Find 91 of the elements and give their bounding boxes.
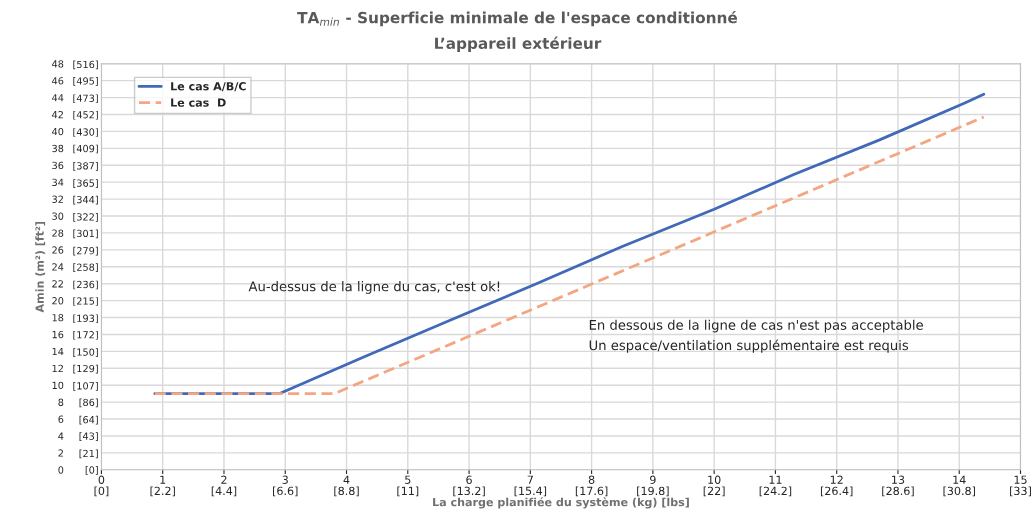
x-tick-label: 13 [892,475,905,484]
y-tick-label: 8 [58,398,64,406]
y-tick-label: 6 [58,415,64,423]
y2-tick-label: [495] [73,77,98,86]
y-tick-label: 16 [52,330,64,339]
x2-tick-label: [8.8] [334,486,359,497]
y-tick-label: 40 [52,127,64,136]
y-axis-title: Amin (m²) [ft²] [35,222,46,313]
y2-tick-label: [129] [73,364,98,374]
x-tick-label: 10 [708,475,721,484]
x2-tick-label: [26.4] [820,486,853,497]
y2-tick-label: [236] [73,280,98,290]
y2-tick-label: [387] [73,161,98,171]
y2-tick-label: [473] [73,94,98,104]
y-tick-label: 32 [52,195,63,203]
x2-tick-label: [30.8] [943,486,975,497]
y2-tick-label: [301] [73,229,98,239]
y-tick-label: 4 [58,432,64,440]
x2-tick-label: [17.6] [575,486,608,497]
x2-tick-label: [0] [94,486,109,497]
y2-tick-label: [322] [73,213,98,222]
y2-tick-label: [279] [73,246,98,256]
x-tick-label: 8 [588,475,595,484]
x2-tick-label: [33] [1010,486,1031,497]
x2-tick-label: [24.2] [759,486,792,497]
y2-tick-label: [21] [79,449,98,459]
chart-title: TA$_{min}$ - Superficie minimale de l'espace conditionné [297,10,738,27]
y2-tick-label: [64] [79,415,98,425]
y-tick-label: 20 [52,297,64,305]
y-tick-label: 24 [52,263,64,271]
legend-label: Le cas D [171,98,226,107]
x-tick-label: 7 [527,475,533,484]
y-tick-label: 36 [52,161,64,170]
x-tick-label: 14 [953,475,966,484]
x-tick-label: 2 [221,475,227,484]
x2-tick-label: [6.6] [273,486,298,497]
x-tick-label: 4 [343,475,350,484]
x-tick-label: 9 [650,475,656,484]
y-tick-label: 12 [52,364,63,372]
chart-subtitle: L’appareil extérieur [435,36,602,53]
y-tick-label: 38 [52,144,64,153]
x2-tick-label: [28.6] [882,486,914,497]
y-tick-label: 14 [52,347,64,356]
y-tick-label: 22 [52,280,63,288]
y2-tick-label: [409] [73,144,98,154]
y-tick-label: 26 [52,246,64,254]
x-tick-label: 15 [1014,475,1027,484]
x-tick-label: 11 [769,475,782,484]
y2-tick-label: [193] [73,314,98,324]
y-tick-label: 0 [58,466,64,474]
y2-tick-label: [365] [73,179,98,188]
y2-tick-label: [516] [73,60,98,70]
y2-tick-label: [452] [73,110,98,120]
y-tick-label: 46 [52,77,64,85]
y-tick-label: 2 [58,449,63,457]
x-tick-label: 0 [98,475,105,484]
y-tick-label: 30 [52,212,64,220]
x2-tick-label: [13.2] [453,486,485,497]
x2-tick-label: [15.4] [514,486,547,497]
y2-tick-label: [215] [73,297,98,306]
y2-tick-label: [344] [73,195,98,205]
annotation: Un espace/ventilation supplémentaire est requis [589,339,909,353]
y-tick-label: 48 [52,60,64,68]
x-tick-label: 3 [282,475,288,484]
x2-tick-label: [4.4] [211,486,237,497]
x2-tick-label: [11] [397,486,419,497]
y-tick-label: 28 [52,229,64,237]
y-tick-label: 18 [52,314,64,322]
y2-tick-label: [0] [85,466,98,475]
y2-tick-label: [172] [73,330,98,340]
x-tick-label: 1 [160,475,166,484]
y2-tick-label: [258] [73,263,98,273]
annotation: Au-dessus de la ligne du cas, c'est ok! [248,281,500,294]
y-tick-label: 44 [52,94,64,102]
legend-label: Le cas A/B/C [171,82,246,92]
x2-tick-label: [19.8] [637,486,669,497]
annotation: En dessous de la ligne de cas n'est pas acceptable [589,319,923,333]
y2-tick-label: [86] [79,398,98,408]
y2-tick-label: [43] [79,432,98,441]
y2-tick-label: [430] [73,128,98,137]
y2-tick-label: [150] [73,348,98,357]
x2-tick-label: [22] [703,486,725,497]
y-tick-label: 34 [52,178,64,186]
x-tick-label: 12 [830,475,843,484]
y2-tick-label: [107] [73,382,98,391]
x2-tick-label: [2.2] [150,486,175,497]
y-tick-label: 42 [52,110,63,119]
x-axis-title: La charge planifiée du système (kg) [lbs] [433,497,689,509]
x-tick-label: 6 [466,475,472,484]
y-tick-label: 10 [52,381,64,390]
x-tick-label: 5 [405,475,411,484]
